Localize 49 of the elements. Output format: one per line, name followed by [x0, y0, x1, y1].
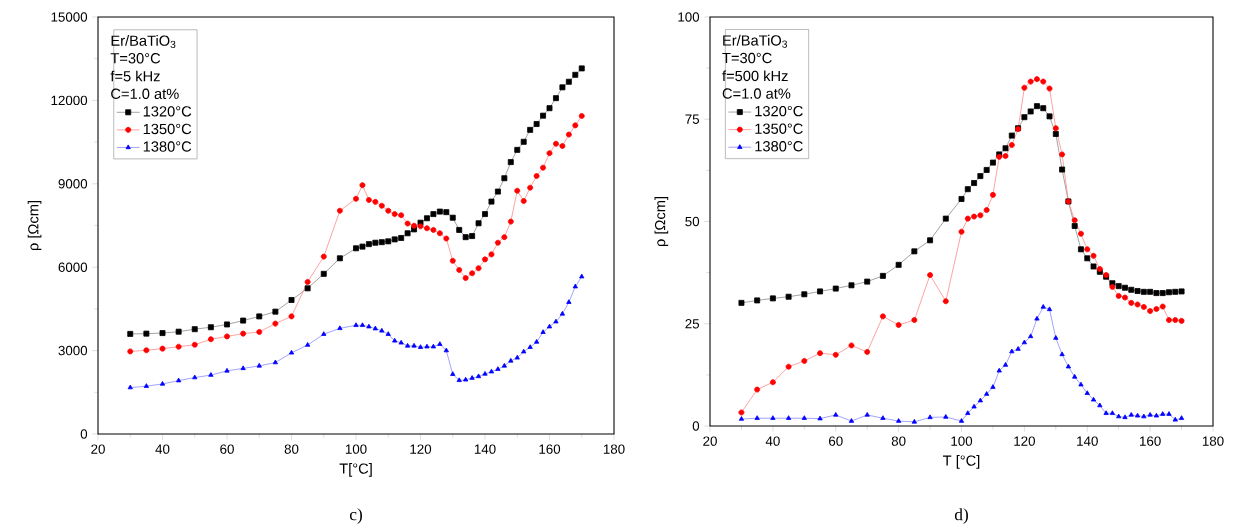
legend-label: 1350°C — [755, 123, 803, 134]
annotation: f=5 kHz — [110, 70, 160, 82]
text: c) — [349, 508, 362, 524]
x-tick-label: 60 — [829, 436, 843, 446]
y-tick-label: 50 — [685, 216, 700, 227]
x-tick-label: 120 — [1014, 436, 1035, 446]
y-tick-label: 15000 — [51, 12, 88, 22]
x-tick-label: 100 — [345, 444, 367, 454]
y-tick-label: 0 — [80, 429, 88, 439]
annotation: T=30°C — [722, 52, 772, 64]
y-axis-title: ρ [Ωcm] — [654, 196, 669, 247]
x-tick-label: 40 — [765, 436, 780, 446]
y-tick-label: 12000 — [51, 95, 88, 106]
x-tick-label: 140 — [474, 444, 496, 454]
annotation: T=30°C — [110, 53, 161, 64]
legend-title: Er/BaTiO$_{3}$ — [111, 35, 176, 49]
y-tick-label: 9000 — [58, 179, 88, 189]
annotation: f=500 kHz — [722, 70, 788, 82]
legend-label: 1380°C — [755, 141, 803, 152]
text: d) — [954, 508, 968, 524]
y-tick-label: 3000 — [58, 345, 88, 356]
legend-label: 1320°C — [143, 106, 192, 117]
annotation: C=1.0 at% — [722, 88, 791, 99]
legend-title: Er/BaTiO$_{3}$ — [723, 34, 787, 48]
x-tick-label: 60 — [220, 444, 234, 454]
x-tick-label: 20 — [703, 436, 717, 446]
y-tick-label: 0 — [692, 421, 700, 431]
x-tick-label: 40 — [155, 444, 170, 454]
y-tick-label: 100 — [678, 12, 700, 22]
x-tick-label: 140 — [1077, 436, 1098, 446]
x-tick-label: 80 — [284, 444, 299, 454]
x-tick-label: 120 — [410, 444, 432, 454]
x-tick-label: 180 — [603, 444, 625, 454]
legend-label: 1380°C — [143, 141, 192, 152]
legend-label: 1350°C — [143, 123, 192, 135]
x-tick-label: 80 — [891, 436, 906, 446]
annotation: C=1.0 at% — [111, 88, 179, 99]
y-axis-title: ρ [Ωcm] — [27, 200, 42, 251]
x-tick-label: 160 — [539, 444, 561, 454]
y-tick-label: 25 — [685, 319, 700, 329]
x-tick-label: 180 — [1202, 436, 1224, 446]
legend-label: 1320°C — [755, 105, 803, 117]
x-tick-label: 100 — [951, 436, 973, 446]
x-axis-title: T[°C] — [339, 462, 372, 477]
y-tick-label: 75 — [685, 114, 700, 124]
y-tick-label: 6000 — [58, 262, 88, 272]
x-axis-title: T [°C] — [943, 454, 980, 469]
x-tick-label: 20 — [91, 444, 105, 454]
x-tick-label: 160 — [1140, 436, 1161, 446]
